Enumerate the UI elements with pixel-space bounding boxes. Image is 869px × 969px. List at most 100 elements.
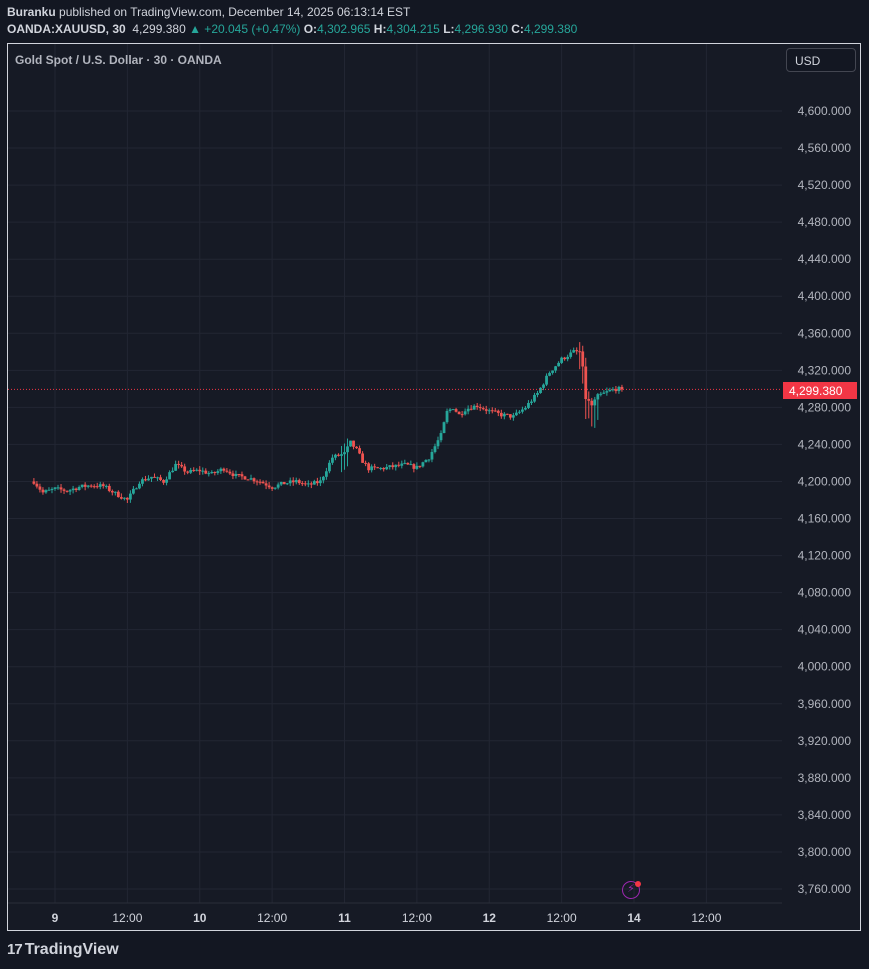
candle-body <box>210 472 214 474</box>
y-tick-label: 4,240.000 <box>798 437 852 451</box>
candle-body <box>596 394 600 400</box>
candle-body <box>475 405 479 408</box>
candle-body <box>62 489 66 491</box>
chart-frame[interactable] <box>7 43 861 931</box>
candle-body <box>518 411 521 413</box>
y-tick-label: 4,280.000 <box>798 400 852 414</box>
candle-body <box>174 463 178 471</box>
candle-body <box>424 460 428 463</box>
candle-body <box>44 490 48 493</box>
x-tick-label: 12:00 <box>691 911 721 925</box>
y-tick-label: 4,120.000 <box>798 549 852 563</box>
candle-body <box>306 483 310 485</box>
candle-body <box>276 484 280 488</box>
candle-body <box>563 357 567 360</box>
y-tick-label: 4,480.000 <box>798 215 852 229</box>
candle-body <box>128 493 132 500</box>
candle-body <box>261 481 265 484</box>
candle-body <box>524 407 527 410</box>
candle-body <box>189 469 193 473</box>
candle-body <box>32 481 36 484</box>
candle-body <box>144 479 147 481</box>
candle-body <box>433 446 437 452</box>
candle-body <box>213 472 217 474</box>
y-tick-label: 4,000.000 <box>798 660 852 674</box>
candle-body <box>216 471 220 473</box>
flash-icon[interactable]: ⚡ <box>622 881 640 899</box>
candle-body <box>490 410 494 412</box>
x-tick-label: 9 <box>52 911 59 925</box>
candle-body <box>340 454 343 456</box>
candle-body <box>297 480 301 484</box>
candle-body <box>343 452 346 455</box>
candle-body <box>132 488 135 494</box>
candle-body <box>86 485 90 487</box>
candle-body <box>502 413 506 417</box>
y-tick-label: 4,160.000 <box>798 512 852 526</box>
candle-body <box>409 464 413 466</box>
candle-body <box>41 489 45 493</box>
candle-body <box>38 486 42 490</box>
y-tick-label: 4,200.000 <box>798 474 852 488</box>
candle-body <box>505 413 509 415</box>
candle-body <box>557 362 561 367</box>
candle-body <box>303 483 307 485</box>
candle-body <box>481 408 485 410</box>
candle-body <box>171 470 175 473</box>
y-tick-label: 4,320.000 <box>798 363 852 377</box>
candle-body <box>198 469 202 472</box>
candle-body <box>56 487 60 489</box>
candle-body <box>358 448 361 454</box>
notification-dot <box>635 881 641 887</box>
candle-body <box>246 479 250 481</box>
candle-body <box>527 402 530 408</box>
candle-body <box>442 422 446 434</box>
candle-body <box>355 446 358 449</box>
last-price-badge: 4,299.380 <box>783 382 857 399</box>
close-value: 4,299.380 <box>523 22 578 36</box>
candle-body <box>551 370 554 373</box>
candle-body <box>315 481 319 484</box>
candle-body <box>125 497 129 500</box>
candle-body <box>472 405 476 410</box>
candle-body <box>201 470 205 472</box>
candle-body <box>430 451 434 460</box>
candle-body <box>605 391 609 393</box>
candle-body <box>385 466 389 470</box>
candle-body <box>50 488 54 490</box>
candle-body <box>312 481 316 485</box>
candle-body <box>237 473 241 475</box>
candle-body <box>421 462 425 467</box>
low-label: L: <box>443 22 455 36</box>
tradingview-logo[interactable]: 17 TradingView <box>7 941 119 959</box>
candle-body <box>514 412 518 416</box>
candle-body <box>617 386 621 392</box>
candle-body <box>581 351 585 367</box>
candle-body <box>318 480 322 484</box>
open-value: 4,302.965 <box>317 22 371 36</box>
candle-body <box>68 490 72 492</box>
candle-body <box>291 480 295 483</box>
currency-button[interactable]: USD <box>786 48 856 72</box>
candle-body <box>349 440 352 447</box>
candle-body <box>321 476 325 481</box>
candle-body <box>204 470 208 474</box>
candle-body <box>337 454 340 456</box>
ohlc-legend: OANDA:XAUUSD, 30 4,299.380 ▲ +20.045 (+0… <box>7 22 577 36</box>
candle-body <box>406 462 410 465</box>
candle-body <box>165 479 168 483</box>
candle-body <box>150 476 153 479</box>
candle-body <box>400 463 404 466</box>
candle-body <box>177 463 181 465</box>
y-tick-label: 4,360.000 <box>798 326 852 340</box>
candle-body <box>521 409 524 412</box>
candle-body <box>445 410 449 423</box>
candle-body <box>219 468 223 472</box>
candle-body <box>83 484 87 487</box>
x-tick-label: 12:00 <box>547 911 577 925</box>
candle-body <box>439 433 443 441</box>
candle-body <box>273 487 277 489</box>
candle-body <box>496 410 500 413</box>
y-tick-label: 3,840.000 <box>798 808 852 822</box>
